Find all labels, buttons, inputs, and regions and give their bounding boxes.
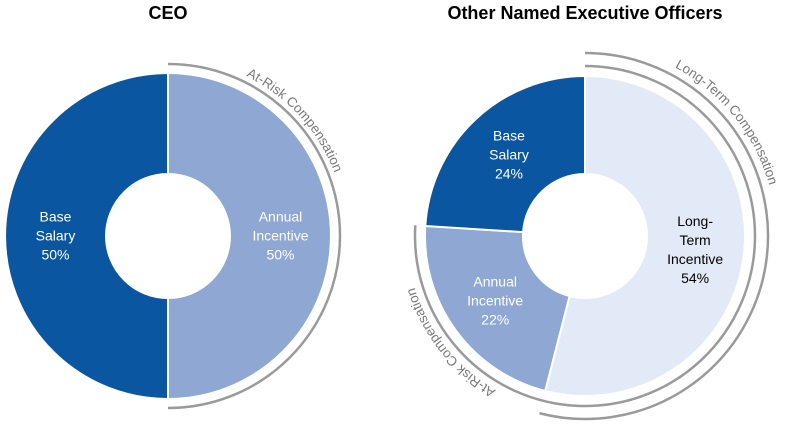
chart-title: Other Named Executive Officers (447, 3, 722, 23)
category-label: Long-Term Incentive (667, 212, 724, 267)
slice-label: Annual Incentive 50% (249, 208, 313, 265)
chart-title: CEO (148, 3, 187, 23)
bracket-arc (413, 64, 757, 408)
value-label: 22% (481, 311, 510, 328)
category-label: Base Salary (35, 208, 76, 244)
donut-slice (424, 74, 586, 234)
category-label: Annual Incentive (252, 208, 309, 244)
category-label: Annual Incentive (467, 273, 524, 309)
donut-slice (424, 224, 571, 393)
value-label: 50% (266, 246, 295, 263)
value-label: 24% (494, 165, 524, 182)
slice-label: Base Salary 50% (24, 208, 88, 265)
donut-slice (167, 71, 332, 401)
bracket-arc (167, 62, 342, 410)
slice-label: Annual Incentive 22% (463, 273, 527, 330)
bracket-arc (539, 51, 770, 421)
value-label: 50% (41, 246, 70, 263)
donut-slice (4, 71, 169, 401)
category-label: Base Salary (489, 127, 529, 163)
donut-slice (543, 74, 746, 397)
slice-label: Base Salary 24% (477, 127, 541, 184)
slice-label: Long-Term Incentive 54% (663, 212, 727, 288)
value-label: 54% (681, 269, 710, 286)
